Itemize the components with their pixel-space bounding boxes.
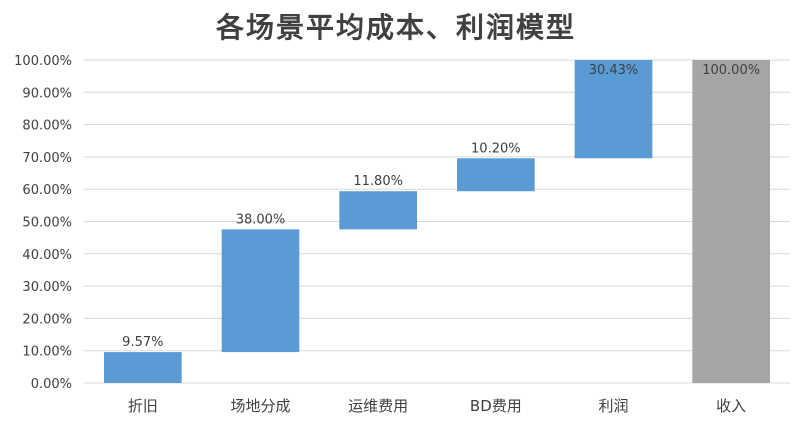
data-label: 38.00% [236, 212, 286, 227]
data-label: 11.80% [353, 174, 403, 189]
y-tick-label: 10.00% [22, 345, 72, 360]
bar-increment [221, 229, 300, 353]
bar-increment [339, 191, 417, 230]
bars [104, 60, 770, 383]
y-tick-label: 0.00% [31, 377, 72, 392]
bar-increment [457, 158, 535, 192]
y-tick-label: 50.00% [22, 216, 72, 231]
y-tick-label: 20.00% [22, 312, 72, 327]
chart-title: 各场景平均成本、利润模型 [215, 11, 576, 44]
y-tick-label: 40.00% [22, 248, 72, 263]
y-tick-label: 90.00% [22, 86, 72, 101]
y-tick-label: 30.00% [22, 280, 72, 295]
bar-total [692, 60, 770, 383]
bar-increment [574, 60, 653, 159]
y-tick-label: 100.00% [14, 54, 72, 69]
x-category-label: 场地分成 [230, 397, 290, 415]
x-category-label: 收入 [716, 397, 746, 415]
x-axis: 折旧 场地分成 运维费用 BD费用 利润 收入 [128, 397, 746, 415]
x-category-label: 运维费用 [348, 397, 408, 415]
x-category-label: 折旧 [128, 397, 158, 415]
bar-increment [104, 352, 182, 383]
y-tick-label: 60.00% [22, 183, 72, 198]
data-label: 9.57% [122, 335, 163, 350]
y-tick-label: 80.00% [22, 119, 72, 134]
x-category-label: 利润 [598, 397, 628, 415]
data-label: 10.20% [471, 141, 521, 156]
x-category-label: BD费用 [470, 397, 522, 415]
data-labels: 9.57% 38.00% 11.80% 10.20% 30.43% 100.00% [122, 63, 760, 350]
gridlines [84, 59, 790, 384]
y-tick-label: 70.00% [22, 151, 72, 166]
y-axis: 0.00% 10.00% 20.00% 30.00% 40.00% 50.00% 60.00… [14, 54, 72, 392]
data-label: 30.43% [589, 63, 639, 78]
data-label: 100.00% [702, 63, 760, 78]
